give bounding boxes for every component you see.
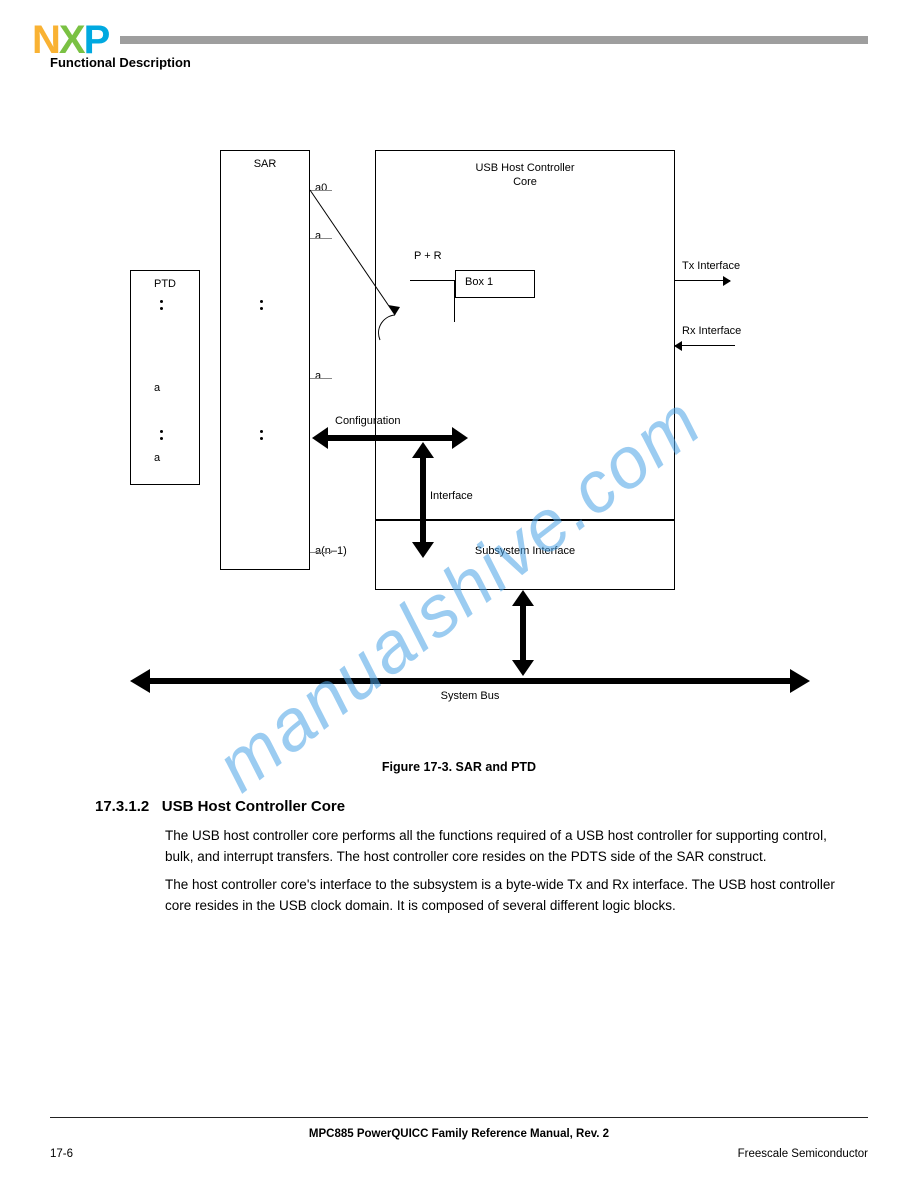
system-bus-label: System Bus (130, 690, 810, 704)
section-block: 17.3.1.2 USB Host Controller Core The US… (165, 795, 838, 868)
ptd-a-bot: a (154, 452, 160, 466)
ptd-dots-2 (160, 430, 164, 444)
footer-title: MPC885 PowerQUICC Family Reference Manua… (0, 1128, 918, 1140)
section-heading: 17.3.1.2 USB Host Controller Core (95, 795, 838, 818)
rx-label: Rx Interface (682, 325, 741, 339)
diag-line (310, 185, 430, 325)
footer-page: 17-6 (50, 1148, 73, 1160)
rx-arrow (675, 345, 735, 346)
footer-rule (50, 1117, 868, 1118)
section-paragraph-1: The USB host controller core performs al… (165, 826, 838, 868)
sar-dots-2 (260, 430, 264, 444)
sar-label: SAR (242, 158, 288, 172)
dash-3 (310, 378, 332, 379)
dash-4 (310, 552, 332, 553)
tx-label: Tx Interface (682, 260, 740, 274)
header-section-label: Functional Description (50, 55, 191, 70)
config-arrow (320, 435, 460, 441)
sar-dots-1 (260, 300, 264, 314)
bus-link-arrow (520, 598, 526, 668)
config-label: Configuration (335, 415, 400, 429)
sar-box (220, 150, 310, 570)
section-paragraph-2: The host controller core's interface to … (165, 875, 838, 917)
section-paragraph-2-wrap: The host controller core's interface to … (165, 875, 838, 917)
section-title: USB Host Controller Core (162, 798, 345, 815)
intf-label: Interface (430, 490, 473, 504)
section-number: 17.3.1.2 (95, 798, 149, 815)
page: NXP Functional Description PTD a a SAR a… (0, 0, 918, 1188)
subsystem-label: Subsystem Interface (430, 545, 620, 559)
figure-caption: Figure 17-3. SAR and PTD (0, 760, 918, 774)
figure-diagram: PTD a a SAR a0 a a a(n–1) USB Host Contr… (130, 150, 810, 720)
inner-a-label: Box 1 (465, 276, 493, 290)
header-rule (120, 36, 868, 44)
intf-arrow (420, 450, 426, 550)
footer-company: Freescale Semiconductor (738, 1148, 868, 1160)
core-label: USB Host Controller Core (430, 162, 620, 190)
tx-arrow (675, 280, 730, 281)
ptd-dots-1 (160, 300, 164, 314)
ptd-box (130, 270, 200, 485)
system-bus (138, 678, 802, 684)
ptd-label: PTD (146, 278, 184, 292)
ptd-a-top: a (154, 382, 160, 396)
sar-a2: a (315, 370, 321, 384)
